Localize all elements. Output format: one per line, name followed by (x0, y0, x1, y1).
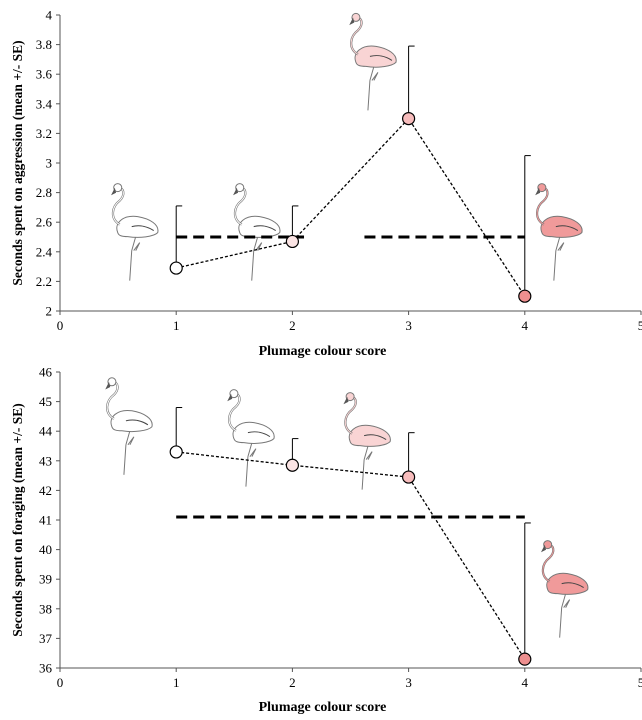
flamingo-body (116, 215, 159, 238)
flamingo-head (537, 183, 547, 193)
y-tick-label: 37 (39, 631, 53, 646)
flamingo-body (546, 572, 589, 595)
data-point (402, 470, 416, 484)
y-tick-label: 40 (39, 542, 52, 557)
flamingo-beak (343, 396, 349, 405)
x-tick-label: 3 (405, 675, 412, 690)
flamingo-icon (540, 540, 589, 638)
x-tick-label: 1 (173, 675, 180, 690)
flamingo-icon (349, 12, 397, 111)
flamingo-body (348, 424, 391, 447)
flamingo-beak (233, 187, 239, 196)
y-tick-label: 3.6 (36, 67, 53, 82)
x-tick-label: 5 (638, 675, 642, 690)
series-line (176, 451, 526, 660)
y-tick-label: 46 (39, 365, 53, 380)
flamingo-wing-line (369, 55, 393, 61)
data-point (169, 261, 183, 275)
y-tick-label: 3.2 (36, 126, 52, 141)
y-tick-label: 4 (46, 8, 53, 23)
flamingo-leg-bent (133, 242, 141, 251)
flamingo-head (113, 183, 123, 193)
y-tick-label: 2.6 (36, 215, 53, 230)
aggression-chart-panel: 2 2.2 2.4 2.6 2.8 3 3.2 3.4 3.6 3.8 4 0 1 2 3 4 5 Plumage… (10, 8, 642, 360)
flamingo-icon (227, 389, 275, 487)
flamingo-leg-bent (127, 436, 135, 446)
flamingo-wing-line (125, 419, 149, 426)
flamingo-head (229, 389, 239, 399)
y-tick-label: 2.8 (36, 185, 52, 200)
data-point (518, 652, 532, 666)
flamingo-head (543, 540, 553, 550)
flamingo-icon (535, 183, 583, 281)
flamingo-body (354, 45, 397, 68)
flamingo-wing-line (247, 431, 271, 438)
flamingo-wing-line (561, 582, 584, 589)
flamingo-beak (540, 544, 547, 553)
flamingo-beak (227, 393, 233, 402)
x-tick-label: 2 (289, 675, 296, 690)
flamingo-head (345, 392, 355, 402)
x-axis-title: Plumage colour score (259, 700, 387, 715)
flamingo-body (232, 421, 275, 444)
flamingo-icon (233, 183, 281, 281)
data-point (285, 458, 299, 472)
flamingo-leg-bent (563, 599, 571, 608)
y-tick-label: 2 (46, 304, 53, 319)
flamingo-icon (343, 392, 391, 490)
flamingo-leg-bent (557, 242, 565, 251)
x-axis-title: Plumage colour score (259, 344, 387, 359)
y-tick-label: 3.4 (36, 96, 53, 111)
flamingo-head (235, 183, 245, 193)
y-axis-title: Seconds spent on aggression (mean +/- SE… (10, 40, 25, 285)
x-tick-label: 3 (405, 318, 412, 333)
flamingo-leg-bent (365, 451, 373, 460)
y-tick-label: 38 (39, 601, 52, 616)
data-point (518, 289, 532, 303)
data-point (402, 111, 416, 126)
flamingo-leg-bent (255, 242, 263, 251)
y-tick-label: 41 (39, 513, 52, 528)
x-tick-label: 4 (522, 675, 529, 690)
flamingo-leg-bent (249, 448, 257, 457)
flamingo-beak (105, 381, 111, 390)
y-tick-label: 2.4 (36, 244, 53, 259)
y-tick-label: 3.8 (36, 37, 52, 52)
flamingo-body (238, 215, 281, 238)
x-tick-label: 1 (173, 318, 180, 333)
x-tick-label: 0 (57, 675, 64, 690)
y-tick-label: 2.2 (36, 274, 52, 289)
x-tick-label: 0 (57, 318, 64, 333)
flamingo-body (110, 410, 153, 433)
y-tick-label: 45 (39, 394, 52, 409)
flamingo-icon (111, 183, 159, 281)
flamingo-wing-line (363, 434, 387, 441)
y-tick-label: 43 (39, 453, 52, 468)
flamingo-wing-line (131, 225, 154, 232)
y-axis-title: Seconds spent on foraging (mean +/- SE) (10, 403, 25, 636)
flamingo-head (107, 377, 117, 387)
series-line (176, 117, 526, 297)
y-tick-label: 42 (39, 483, 52, 498)
flamingo-leg-bent (371, 72, 379, 81)
data-point (169, 445, 183, 459)
y-tick-label: 44 (39, 424, 53, 439)
x-tick-label: 4 (522, 318, 529, 333)
y-tick-label: 39 (39, 572, 52, 587)
flamingo-beak (349, 17, 355, 26)
flamingo-body (540, 215, 583, 238)
flamingo-beak (111, 187, 117, 196)
y-tick-label: 36 (39, 661, 53, 676)
flamingo-wing-line (555, 225, 579, 232)
x-tick-label: 2 (289, 318, 296, 333)
y-tick-label: 3 (46, 156, 53, 171)
flamingo-icon (105, 377, 153, 475)
flamingo-wing-line (253, 225, 277, 232)
x-tick-label: 5 (638, 318, 642, 333)
data-point (285, 234, 299, 249)
flamingo-head (351, 12, 361, 22)
flamingo-beak (535, 187, 541, 196)
